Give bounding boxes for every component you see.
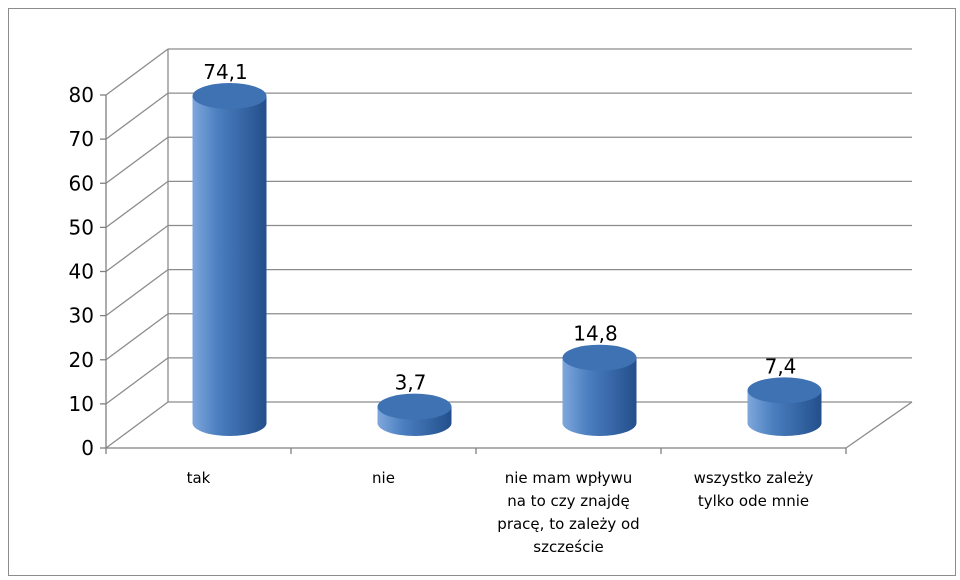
bar — [747, 377, 822, 436]
y-tick-label: 10 — [69, 392, 94, 416]
y-tick-label: 50 — [69, 215, 94, 239]
bar-body — [562, 357, 637, 436]
axis-layer: 0 10 20 30 40 50 60 70 80 — [69, 83, 847, 460]
bar — [562, 344, 637, 436]
category-label: tylko ode mnie — [698, 492, 809, 510]
bar-layer — [192, 83, 822, 436]
y-tick-label: 40 — [69, 260, 94, 284]
bar — [192, 83, 267, 436]
label-layer: 74,1 3,7 14,8 7,4 tak nie nie mam wpływu na to … — [187, 60, 814, 556]
gridline-side — [105, 136, 169, 184]
gridline-side — [105, 224, 169, 273]
bar-chart: 0 10 20 30 40 50 60 70 80 74,1 3,7 14,8 7,4 tak nie ni… — [69, 48, 913, 556]
floor-edge — [845, 401, 913, 449]
y-tick-label: 60 — [69, 171, 94, 195]
y-tick-label: 80 — [69, 83, 94, 107]
bar — [377, 393, 452, 436]
gridline-side — [105, 92, 169, 140]
category-label: tak — [187, 469, 211, 487]
grid-layer — [105, 48, 913, 449]
category-label: wszystko zależy — [694, 469, 814, 487]
gridline-side — [105, 48, 169, 96]
category-label: na to czy znajdę — [507, 492, 630, 510]
bar-top — [562, 344, 637, 371]
data-label: 7,4 — [765, 354, 797, 378]
bar-top — [192, 83, 267, 110]
y-tick-label: 20 — [69, 348, 94, 372]
data-label: 3,7 — [395, 371, 427, 395]
data-label: 14,8 — [573, 322, 618, 346]
category-label: pracę, to zależy od — [497, 515, 639, 533]
bar-top — [747, 377, 822, 404]
category-label: nie — [372, 469, 395, 487]
gridline-side — [105, 357, 169, 405]
gridline-side — [105, 180, 169, 228]
chart-frame: 0 10 20 30 40 50 60 70 80 74,1 3,7 14,8 7,4 tak nie ni… — [8, 8, 956, 576]
data-label: 74,1 — [203, 60, 248, 84]
bar-body — [192, 96, 267, 436]
y-tick-label: 0 — [81, 436, 94, 460]
gridline-side — [105, 313, 169, 361]
gridline-side — [105, 269, 169, 317]
bar-top — [377, 393, 452, 420]
category-label: nie mam wpływu — [505, 469, 633, 487]
y-tick-label: 70 — [69, 127, 94, 151]
gridline-side — [105, 401, 169, 449]
category-label: szczeście — [533, 538, 604, 556]
y-tick-label: 30 — [69, 304, 94, 328]
bar-body — [747, 390, 822, 436]
